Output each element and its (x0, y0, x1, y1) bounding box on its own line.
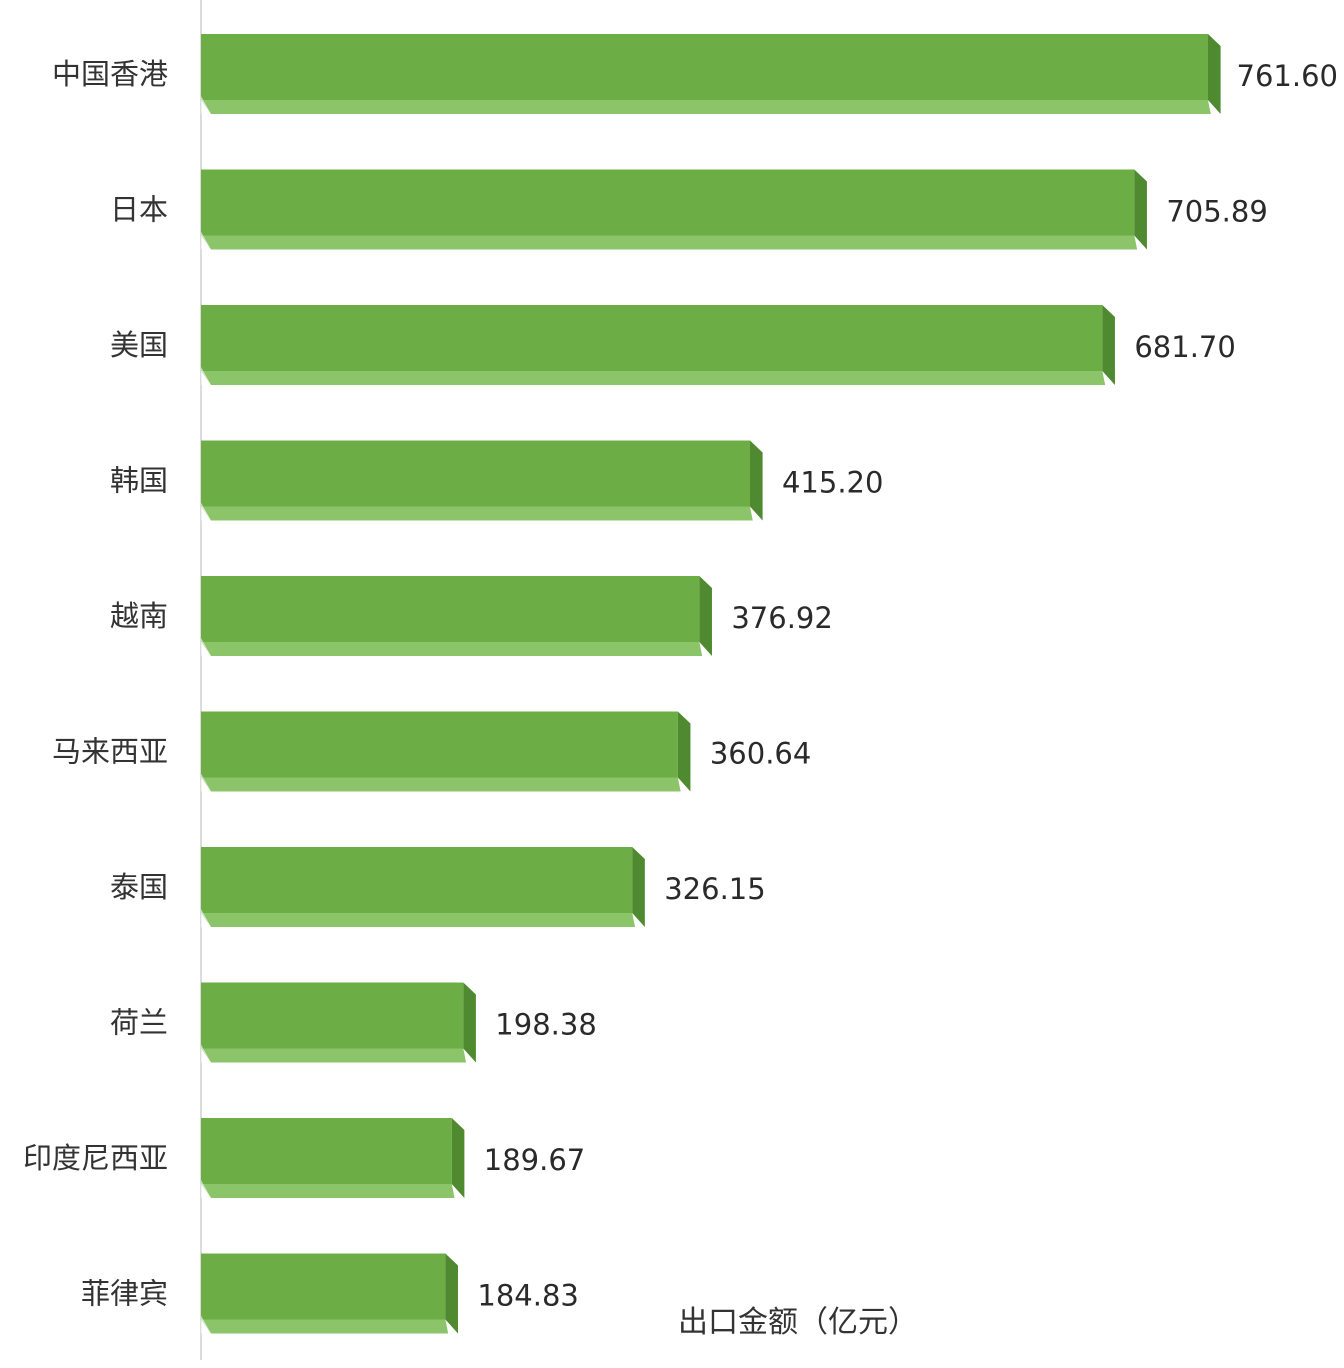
bar-3 (201, 305, 1115, 385)
value-label-10: 184.83 (477, 1279, 578, 1313)
bar-front-3 (201, 305, 1103, 371)
bar-bottom-3 (201, 371, 1106, 385)
bar-6 (201, 711, 691, 792)
value-label-1: 761.60 (1237, 59, 1338, 93)
bar-front-10 (201, 1253, 446, 1320)
bar-side-6 (677, 711, 691, 792)
bar-front-9 (201, 1118, 452, 1184)
value-label-5: 376.92 (731, 601, 832, 635)
bar-front-2 (201, 169, 1135, 236)
bar-10 (201, 1253, 458, 1334)
bar-front-4 (201, 440, 750, 507)
bar-side-5 (699, 576, 712, 656)
bar-side-3 (1102, 305, 1115, 385)
bar-side-9 (451, 1118, 465, 1198)
category-label-7: 泰国 (110, 870, 168, 904)
value-label-2: 705.89 (1166, 195, 1267, 229)
bar-2 (201, 169, 1147, 250)
category-label-2: 日本 (110, 193, 168, 227)
category-label-9: 印度尼西亚 (23, 1141, 168, 1175)
category-label-8: 荷兰 (110, 1006, 168, 1040)
bar-front-8 (201, 982, 464, 1049)
bar-front-6 (201, 711, 678, 778)
bar-bottom-5 (201, 642, 703, 656)
bar-bottom-7 (201, 913, 636, 927)
bar-bottom-9 (201, 1184, 455, 1198)
value-labels-group: 761.60 705.89 681.70 415.20 376.92 360.64 326.… (477, 59, 1338, 1313)
category-label-10: 菲律宾 (81, 1277, 168, 1311)
bar-side-1 (1208, 34, 1221, 114)
bar-bottom-8 (201, 1048, 467, 1063)
bar-5 (201, 576, 712, 656)
value-label-9: 189.67 (484, 1143, 585, 1177)
bar-4 (201, 440, 763, 521)
bar-bottom-10 (201, 1319, 449, 1334)
bar-front-1 (201, 34, 1208, 100)
bar-side-2 (1134, 169, 1147, 250)
bar-side-4 (749, 440, 763, 521)
value-label-3: 681.70 (1134, 330, 1235, 364)
bar-side-10 (445, 1253, 458, 1334)
category-label-1: 中国香港 (52, 57, 168, 91)
category-label-5: 越南 (110, 599, 168, 633)
bar-bottom-6 (201, 777, 681, 792)
bar-side-8 (463, 982, 476, 1063)
bar-7 (201, 847, 645, 927)
bar-8 (201, 982, 476, 1063)
x-axis-title: 出口金额（亿元） (678, 1305, 918, 1340)
value-label-6: 360.64 (710, 737, 811, 771)
category-label-3: 美国 (110, 328, 168, 362)
bar-front-5 (201, 576, 700, 642)
bar-bottom-2 (201, 235, 1138, 250)
bar-bottom-4 (201, 506, 753, 521)
value-label-4: 415.20 (782, 466, 883, 500)
bar-bottom-1 (201, 100, 1211, 114)
bar-side-7 (632, 847, 645, 927)
bar-front-7 (201, 847, 633, 913)
value-label-8: 198.38 (495, 1008, 596, 1042)
bar-1 (201, 34, 1221, 114)
category-label-4: 韩国 (110, 464, 168, 498)
bar-9 (201, 1118, 465, 1198)
value-label-7: 326.15 (664, 872, 765, 906)
bars-group (201, 34, 1221, 1334)
category-label-6: 马来西亚 (52, 735, 168, 769)
